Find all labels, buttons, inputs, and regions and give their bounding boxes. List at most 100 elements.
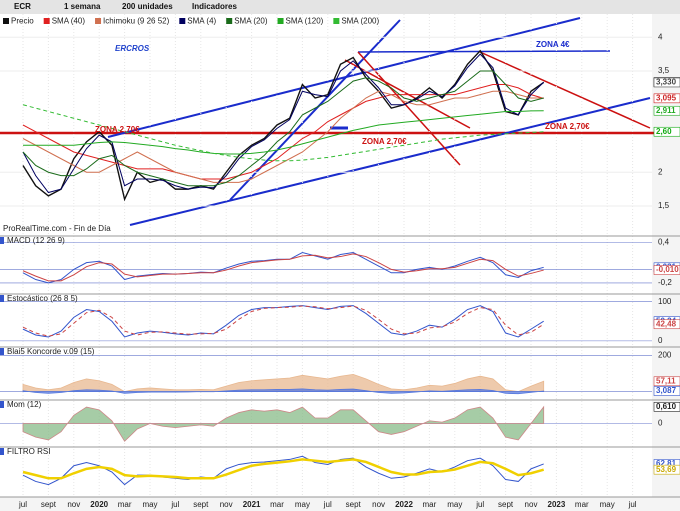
- channel-line: [129, 97, 651, 226]
- panel-title-bg: [0, 448, 4, 455]
- series-group: [22, 455, 545, 486]
- legend-entry: SMA (40): [52, 17, 86, 26]
- channel-line: [107, 17, 581, 138]
- x-tick-label: may: [447, 500, 462, 509]
- price-label-box: [653, 464, 680, 475]
- y-tick-label: 0: [658, 336, 663, 345]
- x-tick-label: nov: [67, 500, 80, 509]
- chart-title: ERCROS: [115, 44, 150, 53]
- line: [22, 49, 545, 202]
- panel-title: Mom (12): [7, 400, 42, 409]
- area: [22, 373, 545, 393]
- legend-swatch: [179, 18, 186, 24]
- y-tick-label: 0,4: [658, 237, 670, 246]
- legend-swatch: [95, 18, 102, 24]
- panel-title: Estocástico (26 8 5): [7, 294, 78, 303]
- line: [22, 70, 544, 187]
- x-tick-label: 2023: [548, 500, 566, 509]
- line: [22, 305, 544, 338]
- series-group: [22, 373, 545, 395]
- price-label: 0,610: [656, 402, 677, 411]
- panel-title: Blai5 Koncorde v.09 (15): [7, 347, 95, 356]
- y-tick-label: -0,2: [658, 278, 672, 287]
- footer: ProRealTime.com - Fin de Día: [3, 224, 111, 233]
- x-tick-label: mar: [423, 500, 437, 509]
- legend-entry: Ichimoku (9 26 52): [103, 17, 170, 26]
- series-group: [22, 405, 545, 442]
- x-tick-label: sept: [498, 500, 514, 509]
- price-label: 53,69: [656, 465, 677, 474]
- annotation: ZONA 4€: [536, 40, 570, 49]
- line: [22, 84, 544, 180]
- x-tick-label: sept: [193, 500, 209, 509]
- legend-swatch: [43, 18, 50, 24]
- panel-title: MACD (12 26 9): [7, 236, 65, 245]
- y-tick-label: 2: [658, 167, 663, 176]
- x-tick-label: jul: [628, 500, 637, 509]
- line: [22, 455, 544, 486]
- price-label: 3,095: [656, 93, 677, 102]
- legend-swatch: [277, 18, 284, 24]
- trend-line: [229, 19, 401, 201]
- x-tick-label: may: [295, 500, 310, 509]
- line: [22, 251, 544, 284]
- x-tick-label: mar: [270, 500, 284, 509]
- y-tick-label: 3,5: [658, 66, 670, 75]
- annotation: ZONA 2,70€: [362, 137, 407, 146]
- legend-swatch: [226, 18, 233, 24]
- toolbar-item: ECR: [14, 2, 31, 11]
- x-tick-label: nov: [220, 500, 233, 509]
- line: [22, 253, 544, 282]
- x-tick-label: jul: [323, 500, 332, 509]
- trend-line: [479, 51, 651, 129]
- time-axis-bg: [0, 497, 680, 511]
- x-tick-label: sept: [41, 500, 57, 509]
- price-label: 3,087: [656, 386, 677, 395]
- panel-title-bg: [0, 295, 4, 302]
- y-tick-label: 4: [658, 32, 663, 41]
- legend-swatch: [3, 18, 9, 24]
- line: [22, 458, 545, 480]
- panel-title-bg: [0, 401, 4, 408]
- x-tick-label: nov: [525, 500, 538, 509]
- annotation: ZONA 2,70€: [95, 125, 140, 134]
- x-tick-label: may: [142, 500, 157, 509]
- x-tick-label: jul: [18, 500, 27, 509]
- price-label-box: [653, 93, 680, 104]
- price-label-box: [653, 402, 680, 412]
- legend-swatch: [333, 18, 340, 24]
- toolbar-item: Indicadores: [192, 2, 237, 11]
- resistance-line: [357, 50, 611, 53]
- legend-entry: SMA (20): [234, 17, 268, 26]
- legend-entry: SMA (120): [286, 17, 324, 26]
- panel-title-bg: [0, 237, 4, 244]
- toolbar-item: 200 unidades: [122, 2, 173, 11]
- series-group: [22, 49, 545, 202]
- toolbar: [0, 0, 680, 14]
- price-label-box: [653, 386, 680, 396]
- x-tick-label: 2021: [243, 500, 261, 509]
- line: [22, 53, 545, 194]
- area: [22, 388, 545, 395]
- price-label-box: [653, 105, 680, 116]
- legend-entry: SMA (200): [341, 17, 379, 26]
- toolbar-item: 1 semana: [64, 2, 101, 11]
- line: [22, 90, 544, 183]
- panel-title: FILTRO RSI: [7, 447, 50, 456]
- price-label-box: [653, 126, 680, 137]
- x-tick-label: 2020: [90, 500, 108, 509]
- drawings: [0, 17, 680, 226]
- panel-title-bg: [0, 348, 4, 355]
- line: [22, 305, 544, 337]
- price-label: 3,330: [656, 78, 677, 87]
- series-group: [22, 251, 544, 284]
- x-tick-label: jul: [475, 500, 484, 509]
- legend-entry: Precio: [11, 17, 34, 26]
- price-label: 57,11: [656, 376, 676, 385]
- price-label-box: [653, 319, 680, 330]
- legend-entry: SMA (4): [187, 17, 216, 26]
- x-tick-label: sept: [346, 500, 362, 509]
- price-label-box: [653, 77, 680, 88]
- price-label: 62,81: [656, 459, 677, 468]
